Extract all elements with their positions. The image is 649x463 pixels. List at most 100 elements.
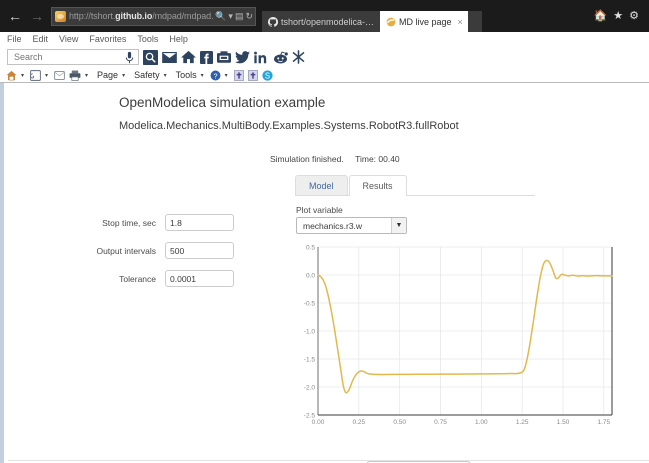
svg-text:S: S — [265, 71, 270, 80]
svg-text:-2.0: -2.0 — [304, 385, 316, 392]
microphone-icon[interactable] — [124, 49, 135, 65]
refresh-icon[interactable]: ↻ — [245, 10, 253, 21]
sparkle-icon[interactable] — [292, 49, 305, 65]
browser-tab-md-live-page[interactable]: MD live page × — [380, 11, 468, 32]
addon-icon[interactable] — [233, 69, 244, 81]
browser-titlebar: ← → http://tshort.github.io/mdpad/mdpad.… — [0, 0, 649, 32]
browser-tabstrip: tshort/openmodelica-javas... MD live pag… — [262, 0, 594, 32]
search-icon[interactable]: 🔍 — [215, 10, 227, 21]
favorites-star-icon[interactable]: ★ — [613, 9, 624, 22]
simulation-status: Simulation finished. Time: 00.40 — [270, 154, 400, 164]
new-tab-button[interactable] — [467, 11, 482, 32]
read-mail-icon[interactable] — [54, 70, 65, 80]
page-divider — [8, 460, 649, 461]
stop-time-input[interactable] — [165, 214, 234, 231]
reading-view-icon[interactable]: ▤ — [234, 10, 244, 21]
svg-text:-0.5: -0.5 — [304, 301, 316, 308]
chevron-down-icon[interactable]: ▾ — [224, 72, 228, 79]
skype-icon[interactable]: S — [262, 69, 273, 81]
menu-item-file[interactable]: File — [7, 34, 22, 44]
svg-text:?: ? — [213, 71, 217, 80]
svg-text:-1.0: -1.0 — [304, 329, 316, 336]
svg-text:1.75: 1.75 — [598, 419, 611, 426]
mail-icon[interactable] — [162, 49, 177, 65]
status-time: Time: 00.40 — [355, 154, 400, 164]
reddit-icon[interactable] — [273, 49, 288, 65]
tab-model[interactable]: Model — [295, 175, 348, 195]
svg-text:-2.5: -2.5 — [304, 413, 316, 420]
simulation-plot[interactable]: 0.5 0.0 -0.5 -1.0 -1.5 -2.0 -2.5 0.00 0.25 0.50 0.… — [292, 241, 616, 431]
addon-icon[interactable] — [247, 69, 258, 81]
svg-text:0.50: 0.50 — [393, 419, 406, 426]
home-icon[interactable]: 🏠 — [593, 9, 608, 22]
svg-text:0.0: 0.0 — [306, 273, 315, 280]
svg-text:0.75: 0.75 — [434, 419, 447, 426]
form-row-output-intervals: Output intervals — [49, 242, 249, 259]
chevron-down-icon[interactable]: ▾ — [85, 72, 89, 79]
twitter-icon[interactable] — [235, 49, 250, 65]
browser-tab-title: tshort/openmodelica-javas... — [281, 16, 375, 27]
search-toolbar — [0, 46, 649, 68]
menu-item-edit[interactable]: Edit — [32, 34, 49, 44]
youtube-icon[interactable] — [217, 49, 231, 65]
chevron-down-icon[interactable]: ▾ — [21, 72, 25, 79]
stop-time-label: Stop time, sec — [102, 217, 156, 228]
chevron-down-icon[interactable]: ▾ — [45, 72, 49, 79]
output-intervals-input[interactable] — [165, 242, 234, 259]
chevron-down-icon[interactable]: ▼ — [391, 218, 406, 233]
plot-variable-select[interactable]: mechanics.r3.w ▼ — [296, 217, 407, 234]
chevron-down-icon[interactable]: ▾ — [122, 72, 126, 79]
chevron-down-icon[interactable]: ▾ — [200, 72, 204, 79]
page-tabs: Model Results — [295, 175, 535, 196]
browser-tab-github[interactable]: tshort/openmodelica-javas... — [262, 11, 380, 32]
tab-results-label: Results — [362, 181, 393, 191]
forward-button[interactable]: → — [30, 8, 44, 24]
search-box[interactable] — [7, 49, 139, 65]
home-icon[interactable] — [6, 70, 17, 81]
page-title: OpenModelica simulation example — [119, 95, 326, 110]
command-safety-menu[interactable]: Safety — [134, 70, 160, 80]
address-bar-url: http://tshort.github.io/mdpad/mdpad.html… — [69, 11, 214, 21]
tab-results[interactable]: Results — [348, 175, 407, 196]
mdpad-page: OpenModelica simulation example Modelica… — [4, 83, 649, 463]
address-bar[interactable]: http://tshort.github.io/mdpad/mdpad.html… — [51, 6, 256, 26]
menu-item-view[interactable]: View — [59, 34, 79, 44]
command-bar: ▾ ▾ ▾ Page ▾ Safety ▾ Tools ▾ ? ▾ S — [0, 68, 649, 83]
dropdown-caret-icon[interactable]: ▾ — [228, 10, 233, 21]
output-intervals-label: Output intervals — [96, 245, 156, 256]
menu-item-tools[interactable]: Tools — [137, 34, 159, 44]
plot-canvas: 0.5 0.0 -0.5 -1.0 -1.5 -2.0 -2.50.00 0.25 0.50 0.… — [304, 245, 613, 426]
linkedin-icon[interactable] — [254, 49, 269, 65]
close-icon[interactable]: × — [457, 16, 463, 27]
settings-gear-icon[interactable]: ⚙ — [629, 9, 639, 22]
page-viewport: OpenModelica simulation example Modelica… — [0, 83, 649, 463]
facebook-icon[interactable] — [200, 49, 213, 65]
help-icon[interactable]: ? — [210, 70, 221, 81]
svg-text:1.50: 1.50 — [557, 419, 570, 426]
plot-variable-value: mechanics.r3.w — [303, 220, 363, 231]
tab-model-label: Model — [309, 180, 334, 191]
svg-text:-1.5: -1.5 — [304, 357, 316, 364]
menu-item-help[interactable]: Help — [169, 34, 188, 44]
menu-item-favorites[interactable]: Favorites — [89, 34, 127, 44]
home-icon[interactable] — [181, 49, 196, 65]
search-icon[interactable] — [143, 49, 158, 65]
svg-text:0.5: 0.5 — [306, 245, 315, 252]
back-button[interactable]: ← — [8, 8, 22, 24]
form-row-tolerance: Tolerance — [49, 270, 249, 287]
command-page-menu[interactable]: Page — [97, 70, 119, 80]
search-input[interactable] — [12, 51, 124, 63]
command-tools-menu[interactable]: Tools — [175, 70, 197, 80]
form-row-stop-time: Stop time, sec — [49, 214, 249, 231]
tolerance-label: Tolerance — [119, 273, 156, 284]
print-icon[interactable] — [69, 70, 81, 81]
browser-tab-title: MD live page — [399, 16, 452, 27]
svg-text:1.00: 1.00 — [475, 419, 488, 426]
chevron-down-icon[interactable]: ▾ — [163, 72, 167, 79]
browser-window-icons: 🏠 ★ ⚙ — [593, 9, 643, 22]
feeds-icon[interactable] — [30, 69, 41, 81]
svg-text:0.00: 0.00 — [312, 419, 325, 426]
github-icon — [267, 16, 278, 27]
tolerance-input[interactable] — [165, 270, 234, 287]
